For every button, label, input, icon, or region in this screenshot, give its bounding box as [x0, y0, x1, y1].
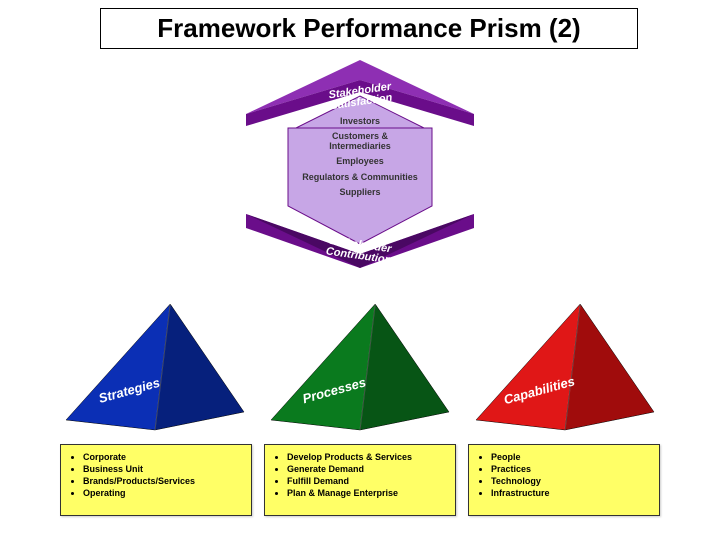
yellow-box-processes: Develop Products & ServicesGenerate Dema… — [264, 444, 456, 516]
stakeholder-band: Customers & Intermediaries — [300, 129, 420, 154]
stakeholder-band-stack: Investors Customers & Intermediaries Emp… — [300, 114, 420, 201]
yellow-box-item: Plan & Manage Enterprise — [287, 487, 447, 499]
yellow-box-strategies: CorporateBusiness UnitBrands/Products/Se… — [60, 444, 252, 516]
page-title: Framework Performance Prism (2) — [100, 8, 638, 49]
yellow-box-item: Infrastructure — [491, 487, 651, 499]
stakeholder-band: Investors — [300, 114, 420, 129]
yellow-box-item: Develop Products & Services — [287, 451, 447, 463]
yellow-box-item: Brands/Products/Services — [83, 475, 243, 487]
yellow-box-item: Business Unit — [83, 463, 243, 475]
yellow-box-item: Fulfill Demand — [287, 475, 447, 487]
top-prism: StakeholderSatisfaction StakeholderContr… — [236, 56, 484, 280]
yellow-box-item: Generate Demand — [287, 463, 447, 475]
yellow-box-item: Technology — [491, 475, 651, 487]
stakeholder-band: Regulators & Communities — [300, 170, 420, 185]
diagram-area: StakeholderSatisfaction StakeholderContr… — [0, 56, 720, 540]
yellow-box-item: People — [491, 451, 651, 463]
yellow-box-row: CorporateBusiness UnitBrands/Products/Se… — [60, 444, 660, 516]
bottom-prism-row: StrategiesProcessesCapabilities — [60, 296, 660, 436]
yellow-box-item: Practices — [491, 463, 651, 475]
bottom-prisms-svg: StrategiesProcessesCapabilities — [60, 296, 660, 436]
stakeholder-band: Suppliers — [300, 185, 420, 200]
yellow-box-item: Operating — [83, 487, 243, 499]
stakeholder-band: Employees — [300, 154, 420, 169]
yellow-box-item: Corporate — [83, 451, 243, 463]
yellow-box-capabilities: PeoplePracticesTechnologyInfrastructure — [468, 444, 660, 516]
top-prism-bottom-label: StakeholderContribution — [325, 234, 394, 266]
